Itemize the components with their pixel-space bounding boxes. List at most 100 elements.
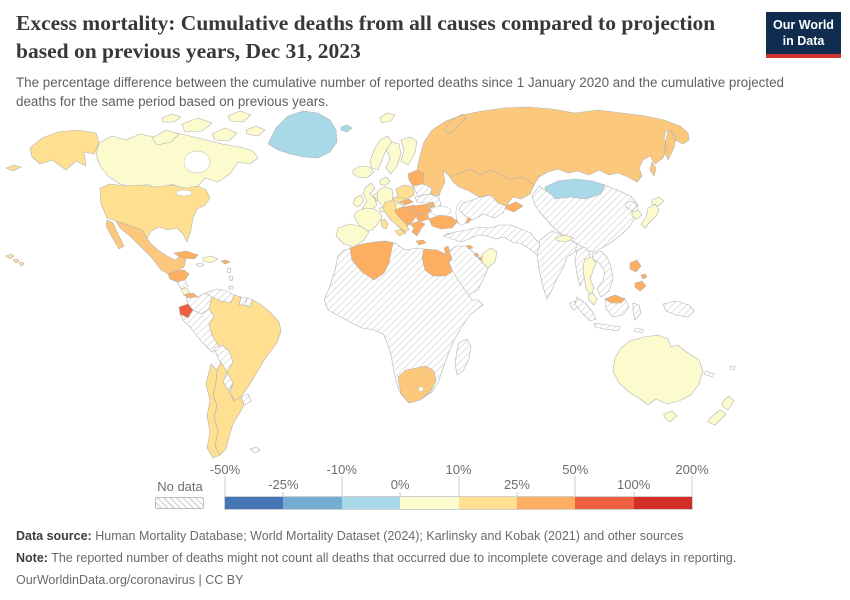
country-arctic-islands[interactable] (151, 110, 266, 146)
legend-tick-label: -50% (209, 462, 241, 477)
country-lesser-antilles[interactable] (226, 267, 234, 290)
legend-bin[interactable] (283, 497, 342, 509)
country-japan[interactable] (640, 196, 665, 229)
country-greenland[interactable] (267, 110, 353, 159)
country-central-asia[interactable] (458, 194, 507, 221)
great-lakes (175, 189, 193, 197)
legend-tick-mark (224, 476, 226, 497)
country-timor[interactable] (633, 327, 645, 334)
country-malaysia[interactable] (587, 292, 598, 306)
attribution-text[interactable]: OurWorldinData.org/coronavirus | CC BY (16, 573, 244, 587)
country-canada[interactable] (95, 131, 259, 191)
country-chile[interactable] (205, 363, 221, 459)
country-guatemala-honduras[interactable] (167, 269, 190, 283)
country-cuba[interactable] (173, 250, 199, 260)
country-philippines[interactable] (629, 259, 648, 292)
country-puerto-rico[interactable] (220, 259, 231, 265)
owid-logo-line1: Our World (773, 18, 834, 32)
legend-tick-label: 50% (562, 462, 589, 477)
country-aleutians[interactable] (5, 164, 22, 172)
country-thailand[interactable] (582, 256, 597, 296)
country-hawaii[interactable] (5, 253, 25, 267)
country-belarus[interactable] (412, 183, 433, 197)
legend-bin[interactable] (341, 497, 401, 509)
country-kazakhstan[interactable] (449, 168, 535, 207)
country-oman[interactable] (481, 247, 498, 269)
country-jamaica[interactable] (195, 262, 205, 268)
country-moldova[interactable] (427, 201, 436, 209)
legend-tick-mark (516, 492, 518, 497)
country-madagascar[interactable] (454, 338, 472, 376)
country-australia[interactable] (612, 334, 704, 406)
country-france[interactable] (353, 207, 383, 232)
country-greece[interactable] (409, 220, 427, 246)
country-south-korea[interactable] (631, 209, 643, 220)
country-new-caledonia[interactable] (703, 370, 715, 378)
legend-bin[interactable] (458, 497, 517, 509)
legend-tick-mark (458, 476, 459, 497)
owid-logo-line2: in Data (782, 33, 825, 48)
country-fiji[interactable] (729, 365, 736, 371)
country-russia[interactable] (416, 106, 690, 197)
no-data-label: No data (157, 479, 203, 494)
world-map-svg (5, 106, 736, 459)
legend-bin[interactable] (575, 497, 634, 509)
country-poland[interactable] (395, 184, 415, 200)
country-south-africa[interactable] (397, 365, 437, 404)
owid-logo[interactable]: Our World in Data (766, 12, 841, 59)
country-new-guinea[interactable] (662, 300, 695, 318)
country-india[interactable] (536, 230, 578, 300)
legend-tick-mark (282, 492, 284, 497)
country-baltics[interactable] (407, 169, 425, 187)
country-sulawesi[interactable] (632, 302, 642, 321)
country-nepal[interactable] (555, 234, 575, 243)
legend-bin[interactable] (633, 497, 692, 509)
page-subtitle: The percentage difference between the cu… (16, 75, 784, 110)
legend-tick-label: 200% (675, 462, 709, 477)
country-mexico[interactable] (115, 220, 187, 275)
country-alaska[interactable] (29, 129, 100, 171)
region-middle-east[interactable] (442, 224, 541, 256)
note-label: Note: (16, 551, 48, 565)
no-data-swatch[interactable] (155, 497, 204, 509)
country-turkey[interactable] (428, 214, 458, 230)
country-sweden[interactable] (385, 141, 402, 175)
country-finland[interactable] (400, 136, 418, 166)
country-hispaniola[interactable] (202, 255, 219, 264)
country-algeria[interactable] (349, 240, 394, 281)
legend-tick-mark (574, 476, 576, 497)
country-ireland[interactable] (352, 194, 365, 208)
country-bulgaria[interactable] (414, 212, 430, 223)
country-uk[interactable] (361, 182, 378, 211)
legend-bin[interactable] (400, 497, 459, 509)
country-slovakia[interactable] (399, 198, 414, 206)
country-denmark[interactable] (379, 176, 391, 187)
country-tasmania[interactable] (663, 410, 678, 423)
country-sumatra[interactable] (574, 296, 597, 322)
footer: Data source: Human Mortality Database; W… (16, 527, 826, 593)
legend-bin[interactable] (225, 497, 284, 509)
country-peru[interactable] (179, 308, 220, 353)
attribution-line[interactable]: OurWorldinData.org/coronavirus | CC BY (16, 571, 826, 589)
region-indochina[interactable] (591, 250, 614, 298)
country-north-korea[interactable] (625, 200, 638, 212)
country-east-malaysia[interactable] (604, 294, 626, 304)
legend-tick-label: 25% (503, 477, 530, 492)
country-baja[interactable] (105, 219, 125, 250)
country-iceland[interactable] (352, 165, 375, 179)
country-kyrgyzstan[interactable] (505, 201, 524, 213)
country-iberia[interactable] (335, 223, 370, 248)
black-sea (430, 205, 452, 217)
country-falklands[interactable] (249, 446, 261, 454)
country-egypt[interactable] (421, 248, 453, 277)
country-italy[interactable] (380, 199, 410, 237)
country-new-zealand[interactable] (707, 395, 735, 426)
country-nicaragua[interactable] (176, 279, 189, 290)
country-java[interactable] (593, 322, 621, 332)
country-costa-rica[interactable] (180, 287, 191, 296)
country-svalbard[interactable] (379, 112, 396, 124)
legend-bin[interactable] (516, 497, 576, 509)
data-source-label: Data source: (16, 529, 92, 543)
country-bolivia[interactable] (213, 344, 234, 373)
